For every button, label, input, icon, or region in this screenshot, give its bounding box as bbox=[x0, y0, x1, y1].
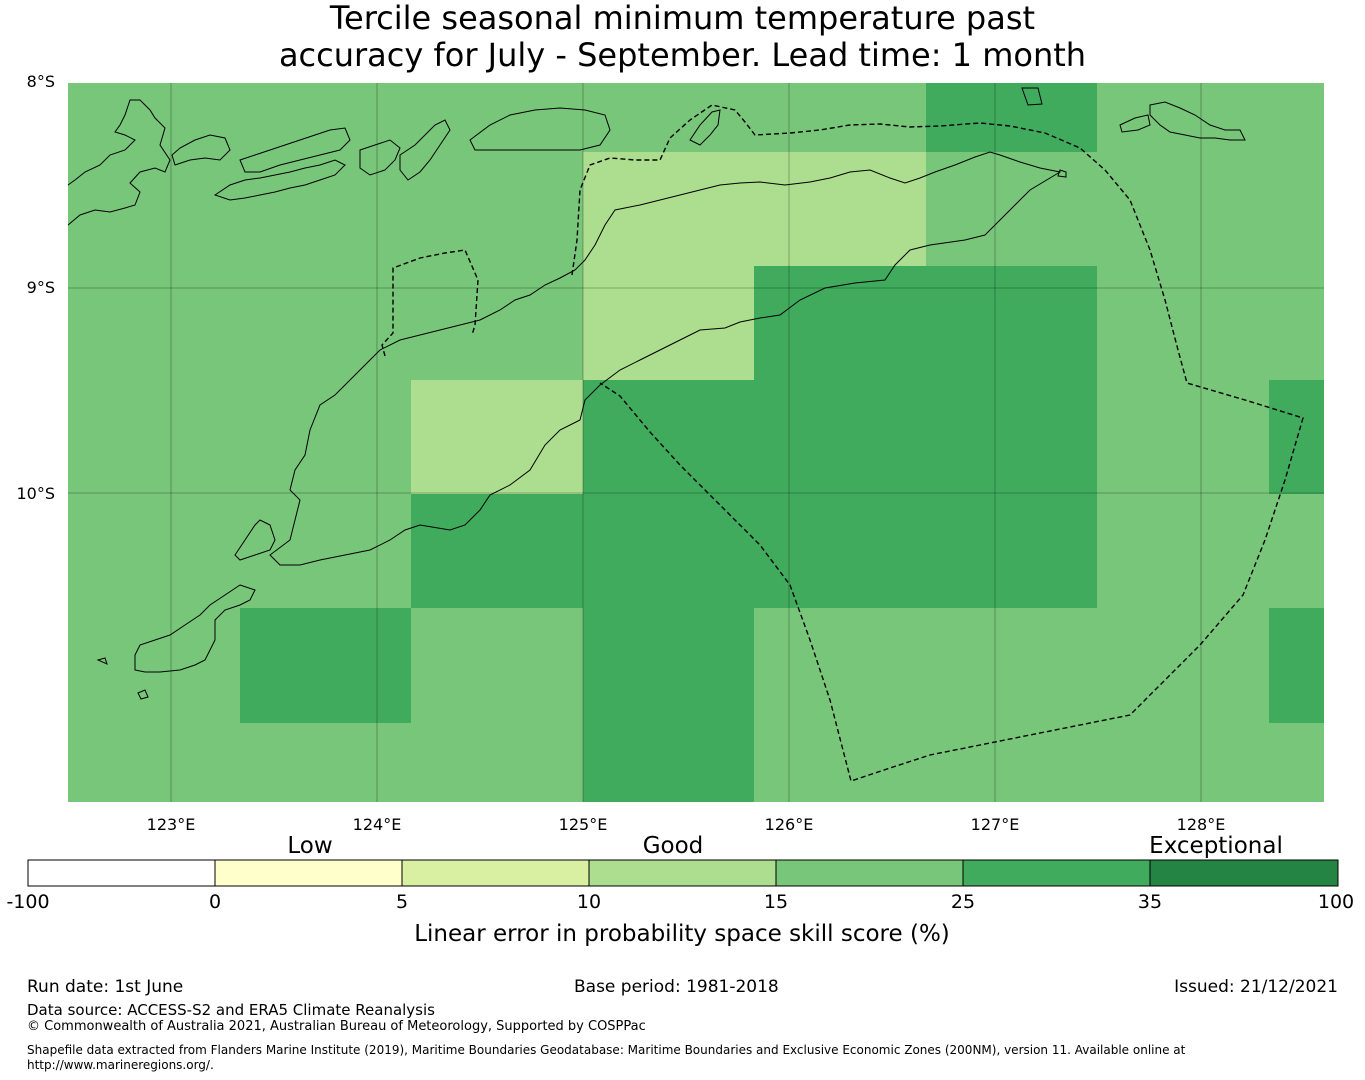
coastline-timor bbox=[269, 151, 1062, 566]
coastline-alor bbox=[399, 119, 451, 181]
category-labels: Low Good Exceptional bbox=[287, 833, 1282, 859]
copyright: © Commonwealth of Australia 2021, Austra… bbox=[27, 1019, 646, 1034]
shapefile-credit-line-2: http://www.marineregions.org/. bbox=[27, 1058, 214, 1072]
colorbar-frame bbox=[27, 859, 1339, 887]
coastline-sumba-east bbox=[134, 584, 256, 673]
coastline-island-ne bbox=[1021, 87, 1043, 106]
title-line-1: Tercile seasonal minimum temperature pas… bbox=[329, 0, 1036, 37]
coastline-island-babar bbox=[1149, 101, 1246, 141]
skill-cell bbox=[411, 494, 1097, 608]
colorbar-segment bbox=[1150, 860, 1338, 886]
coastline-rote bbox=[234, 519, 276, 561]
skill-cell bbox=[583, 266, 754, 380]
colorbar-segment bbox=[28, 860, 215, 886]
colorbar-segment bbox=[402, 860, 589, 886]
skill-cell bbox=[583, 380, 1097, 494]
latitude-label: 10°S bbox=[16, 484, 55, 503]
skill-cell bbox=[411, 380, 583, 494]
colorbar-tick: 5 bbox=[396, 891, 408, 913]
colorbar-segment bbox=[963, 860, 1150, 886]
longitude-axis: 123°E 124°E 125°E 126°E 127°E 128°E bbox=[147, 815, 1226, 834]
colorbar-ticks: -100 0 5 10 15 25 35 100 bbox=[6, 891, 1354, 913]
skill-cell bbox=[583, 608, 754, 802]
coastline-atauro bbox=[689, 109, 721, 146]
issued-date: Issued: 21/12/2021 bbox=[1174, 977, 1338, 997]
longitude-label: 125°E bbox=[559, 815, 608, 834]
coastline-island-kisar bbox=[1119, 114, 1151, 133]
latitude-axis: 8°S 9°S 10°S bbox=[16, 72, 55, 503]
colorbar-segment bbox=[589, 860, 776, 886]
shapefile-credit-line-1: Shapefile data extracted from Flanders M… bbox=[27, 1043, 1186, 1057]
map-title: Tercile seasonal minimum temperature pas… bbox=[0, 0, 1365, 74]
data-source: Data source: ACCESS-S2 and ERA5 Climate … bbox=[27, 1001, 435, 1019]
eez-boundary-oecusse bbox=[381, 249, 479, 357]
coastline-small-islands bbox=[96, 169, 1067, 700]
skill-cell bbox=[754, 266, 1097, 380]
coastline-wetar bbox=[469, 107, 611, 151]
colorbar-title: Linear error in probability space skill … bbox=[414, 921, 950, 947]
colorbar-tick: 10 bbox=[577, 891, 601, 913]
colorbar-tick: 35 bbox=[1138, 891, 1162, 913]
colorbar-tick: 0 bbox=[209, 891, 221, 913]
colorbar-segment bbox=[776, 860, 963, 886]
skill-cell bbox=[583, 152, 926, 266]
coastline-solor bbox=[171, 134, 231, 166]
coastline-pantar bbox=[359, 139, 401, 176]
longitude-label: 126°E bbox=[765, 815, 814, 834]
category-label-good: Good bbox=[643, 833, 704, 859]
coastline-flores-east bbox=[67, 99, 171, 226]
category-label-exceptional: Exceptional bbox=[1149, 833, 1283, 859]
longitude-label: 123°E bbox=[147, 815, 196, 834]
skill-cell bbox=[240, 608, 411, 723]
longitude-label: 124°E bbox=[353, 815, 402, 834]
skill-cell bbox=[1269, 608, 1324, 723]
run-date: Run date: 1st June bbox=[27, 977, 184, 997]
skill-cell bbox=[1269, 380, 1324, 494]
coastline-lembata bbox=[213, 159, 346, 201]
colorbar-tick: 15 bbox=[764, 891, 788, 913]
latitude-label: 9°S bbox=[27, 278, 55, 297]
coastline-adonara bbox=[239, 127, 351, 173]
colorbar-segment bbox=[215, 860, 402, 886]
latitude-label: 8°S bbox=[27, 72, 55, 91]
base-period: Base period: 1981-2018 bbox=[574, 977, 779, 997]
colorbar bbox=[27, 859, 1339, 887]
eez-boundary-timor-leste bbox=[571, 104, 1304, 782]
title-line-2: accuracy for July - September. Lead time… bbox=[278, 36, 1087, 74]
longitude-label: 128°E bbox=[1177, 815, 1226, 834]
colorbar-dividers bbox=[214, 860, 1151, 886]
colorbar-tick: 25 bbox=[951, 891, 975, 913]
gridlines bbox=[68, 83, 1324, 802]
skill-cell bbox=[926, 83, 1097, 152]
maritime-boundaries bbox=[381, 104, 1304, 782]
coastlines bbox=[67, 87, 1246, 700]
map-plot-area bbox=[68, 83, 1324, 802]
category-label-low: Low bbox=[287, 833, 332, 859]
colorbar-tick: 100 bbox=[1318, 891, 1354, 913]
colorbar-tick: -100 bbox=[6, 891, 49, 913]
longitude-label: 127°E bbox=[971, 815, 1020, 834]
